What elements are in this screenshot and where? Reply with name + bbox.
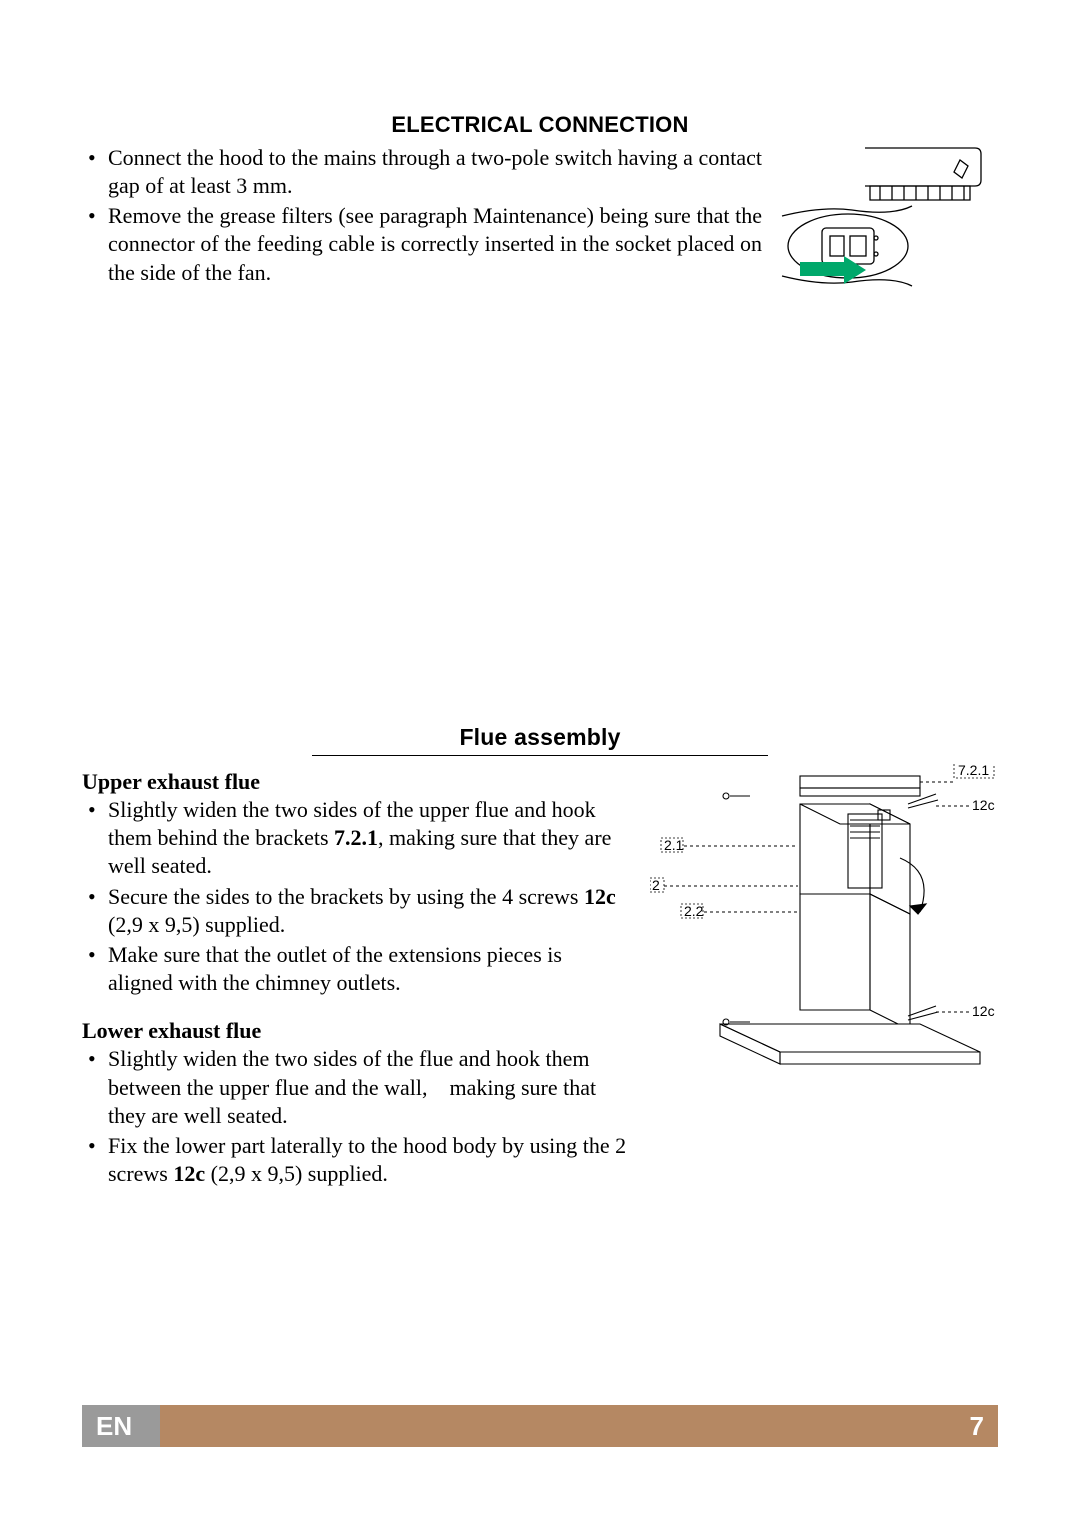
- bold-ref-721: 7.2.1: [334, 825, 378, 850]
- flue-assembly-figure: 7.2.1 12c 2.1 2 2.2 12c: [650, 764, 998, 1090]
- upper-flue-bullets: Slightly widen the two sides of the uppe…: [82, 796, 632, 997]
- electrical-bullets: Connect the hood to the mains through a …: [82, 144, 762, 287]
- page-footer: EN 7: [82, 1405, 998, 1447]
- upper-bullet-2: Secure the sides to the brackets by usin…: [82, 883, 632, 939]
- lower-bullet-1: Slightly widen the two sides of the flue…: [82, 1045, 632, 1129]
- electrical-connection-figure: [780, 144, 998, 312]
- footer-lang: EN: [82, 1405, 160, 1447]
- flue-heading-block: Flue assembly: [312, 724, 768, 756]
- fig-label-2: 2: [652, 877, 660, 893]
- electrical-text: Connect the hood to the mains through a …: [82, 144, 762, 312]
- text-span: Secure the sides to the brackets by usin…: [108, 884, 584, 909]
- flue-section: Flue assembly Upper exhaust flue Slightl…: [82, 724, 998, 1190]
- document-page: ELECTRICAL CONNECTION Connect the hood t…: [0, 0, 1080, 1529]
- electrical-bullet-2: Remove the grease filters (see paragraph…: [82, 202, 762, 286]
- electrical-section: ELECTRICAL CONNECTION Connect the hood t…: [82, 112, 998, 312]
- upper-bullet-3: Make sure that the outlet of the extensi…: [82, 941, 632, 997]
- flue-figure-col: 7.2.1 12c 2.1 2 2.2 12c: [650, 764, 998, 1190]
- flue-row: Upper exhaust flue Slightly widen the tw…: [82, 764, 998, 1190]
- bold-ref-12c: 12c: [584, 884, 616, 909]
- footer-bar: [160, 1405, 920, 1447]
- flue-heading: Flue assembly: [312, 724, 768, 751]
- electrical-figure-col: [780, 144, 998, 312]
- lower-flue-bullets: Slightly widen the two sides of the flue…: [82, 1045, 632, 1188]
- text-span: (2,9 x 9,5) supplied.: [205, 1161, 388, 1186]
- lower-flue-title: Lower exhaust flue: [82, 1017, 632, 1045]
- fig-label-22: 2.2: [684, 903, 704, 919]
- footer-page-number: 7: [920, 1405, 998, 1447]
- electrical-heading: ELECTRICAL CONNECTION: [82, 112, 998, 138]
- spacer: [82, 999, 632, 1013]
- electrical-row: Connect the hood to the mains through a …: [82, 144, 998, 312]
- bold-ref-12c: 12c: [173, 1161, 205, 1186]
- upper-bullet-1: Slightly widen the two sides of the uppe…: [82, 796, 632, 880]
- fig-label-12c-lower: 12c: [972, 1003, 995, 1019]
- fig-label-21: 2.1: [664, 837, 684, 853]
- lower-bullet-2: Fix the lower part laterally to the hood…: [82, 1132, 632, 1188]
- fig-label-12c-upper: 12c: [972, 797, 995, 813]
- flue-text: Upper exhaust flue Slightly widen the tw…: [82, 764, 632, 1190]
- electrical-bullet-1: Connect the hood to the mains through a …: [82, 144, 762, 200]
- fig-label-721: 7.2.1: [958, 764, 989, 778]
- text-span: (2,9 x 9,5) supplied.: [108, 912, 285, 937]
- upper-flue-title: Upper exhaust flue: [82, 768, 632, 796]
- flue-rule-wrap: Flue assembly: [82, 724, 998, 756]
